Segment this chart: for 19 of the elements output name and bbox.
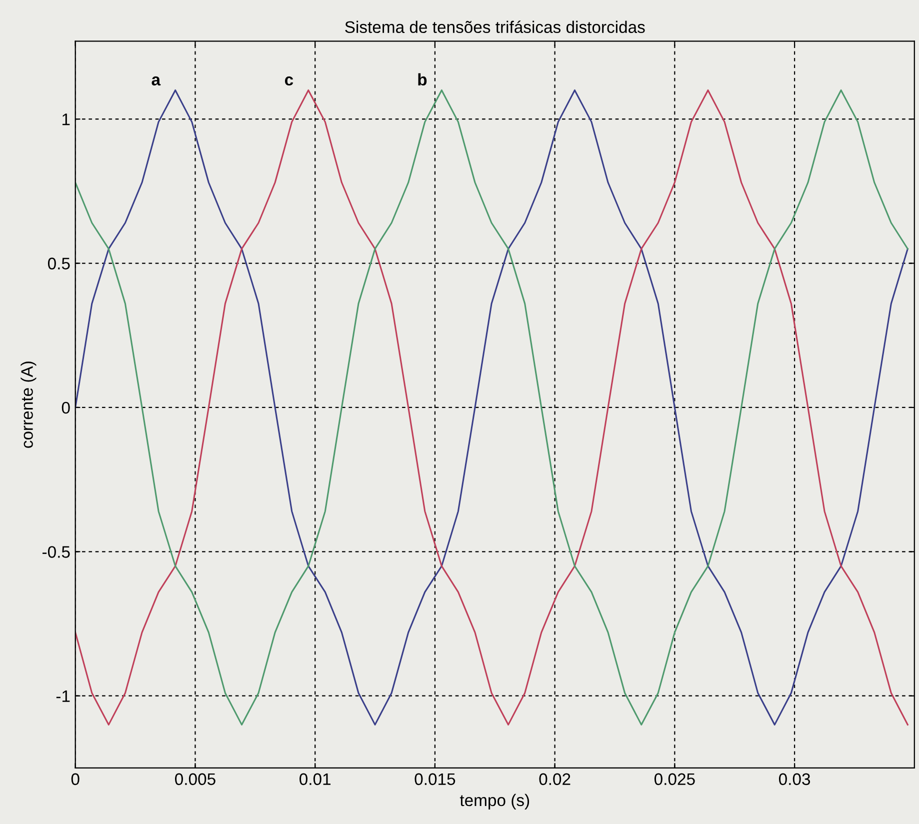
- x-axis-title: tempo (s): [460, 794, 530, 810]
- x-tick-label: 0.015: [414, 773, 456, 786]
- x-tick-label: 0.005: [175, 773, 216, 786]
- series-label: b: [418, 73, 427, 86]
- y-tick-label: 0.5: [48, 258, 70, 270]
- chart-title: Sistema de tensões trifásicas distorcidas: [345, 20, 645, 34]
- series-label: a: [152, 76, 161, 86]
- x-tick-label: 0.01: [300, 773, 330, 786]
- line-series: [75, 89, 908, 726]
- y-tick-label: -1: [56, 690, 70, 702]
- x-tick-label: 0: [71, 773, 80, 786]
- x-tick-label: 0.02: [539, 773, 570, 786]
- x-tick-label: 0.03: [778, 773, 810, 786]
- series-label: c: [284, 76, 294, 86]
- y-tick-label: 1: [62, 114, 70, 126]
- y-tick-label: -0.5: [42, 546, 70, 558]
- x-tick-label: 0.025: [654, 773, 695, 786]
- y-tick-label: 0: [62, 402, 70, 414]
- y-axis-title: corrente (A): [20, 362, 36, 448]
